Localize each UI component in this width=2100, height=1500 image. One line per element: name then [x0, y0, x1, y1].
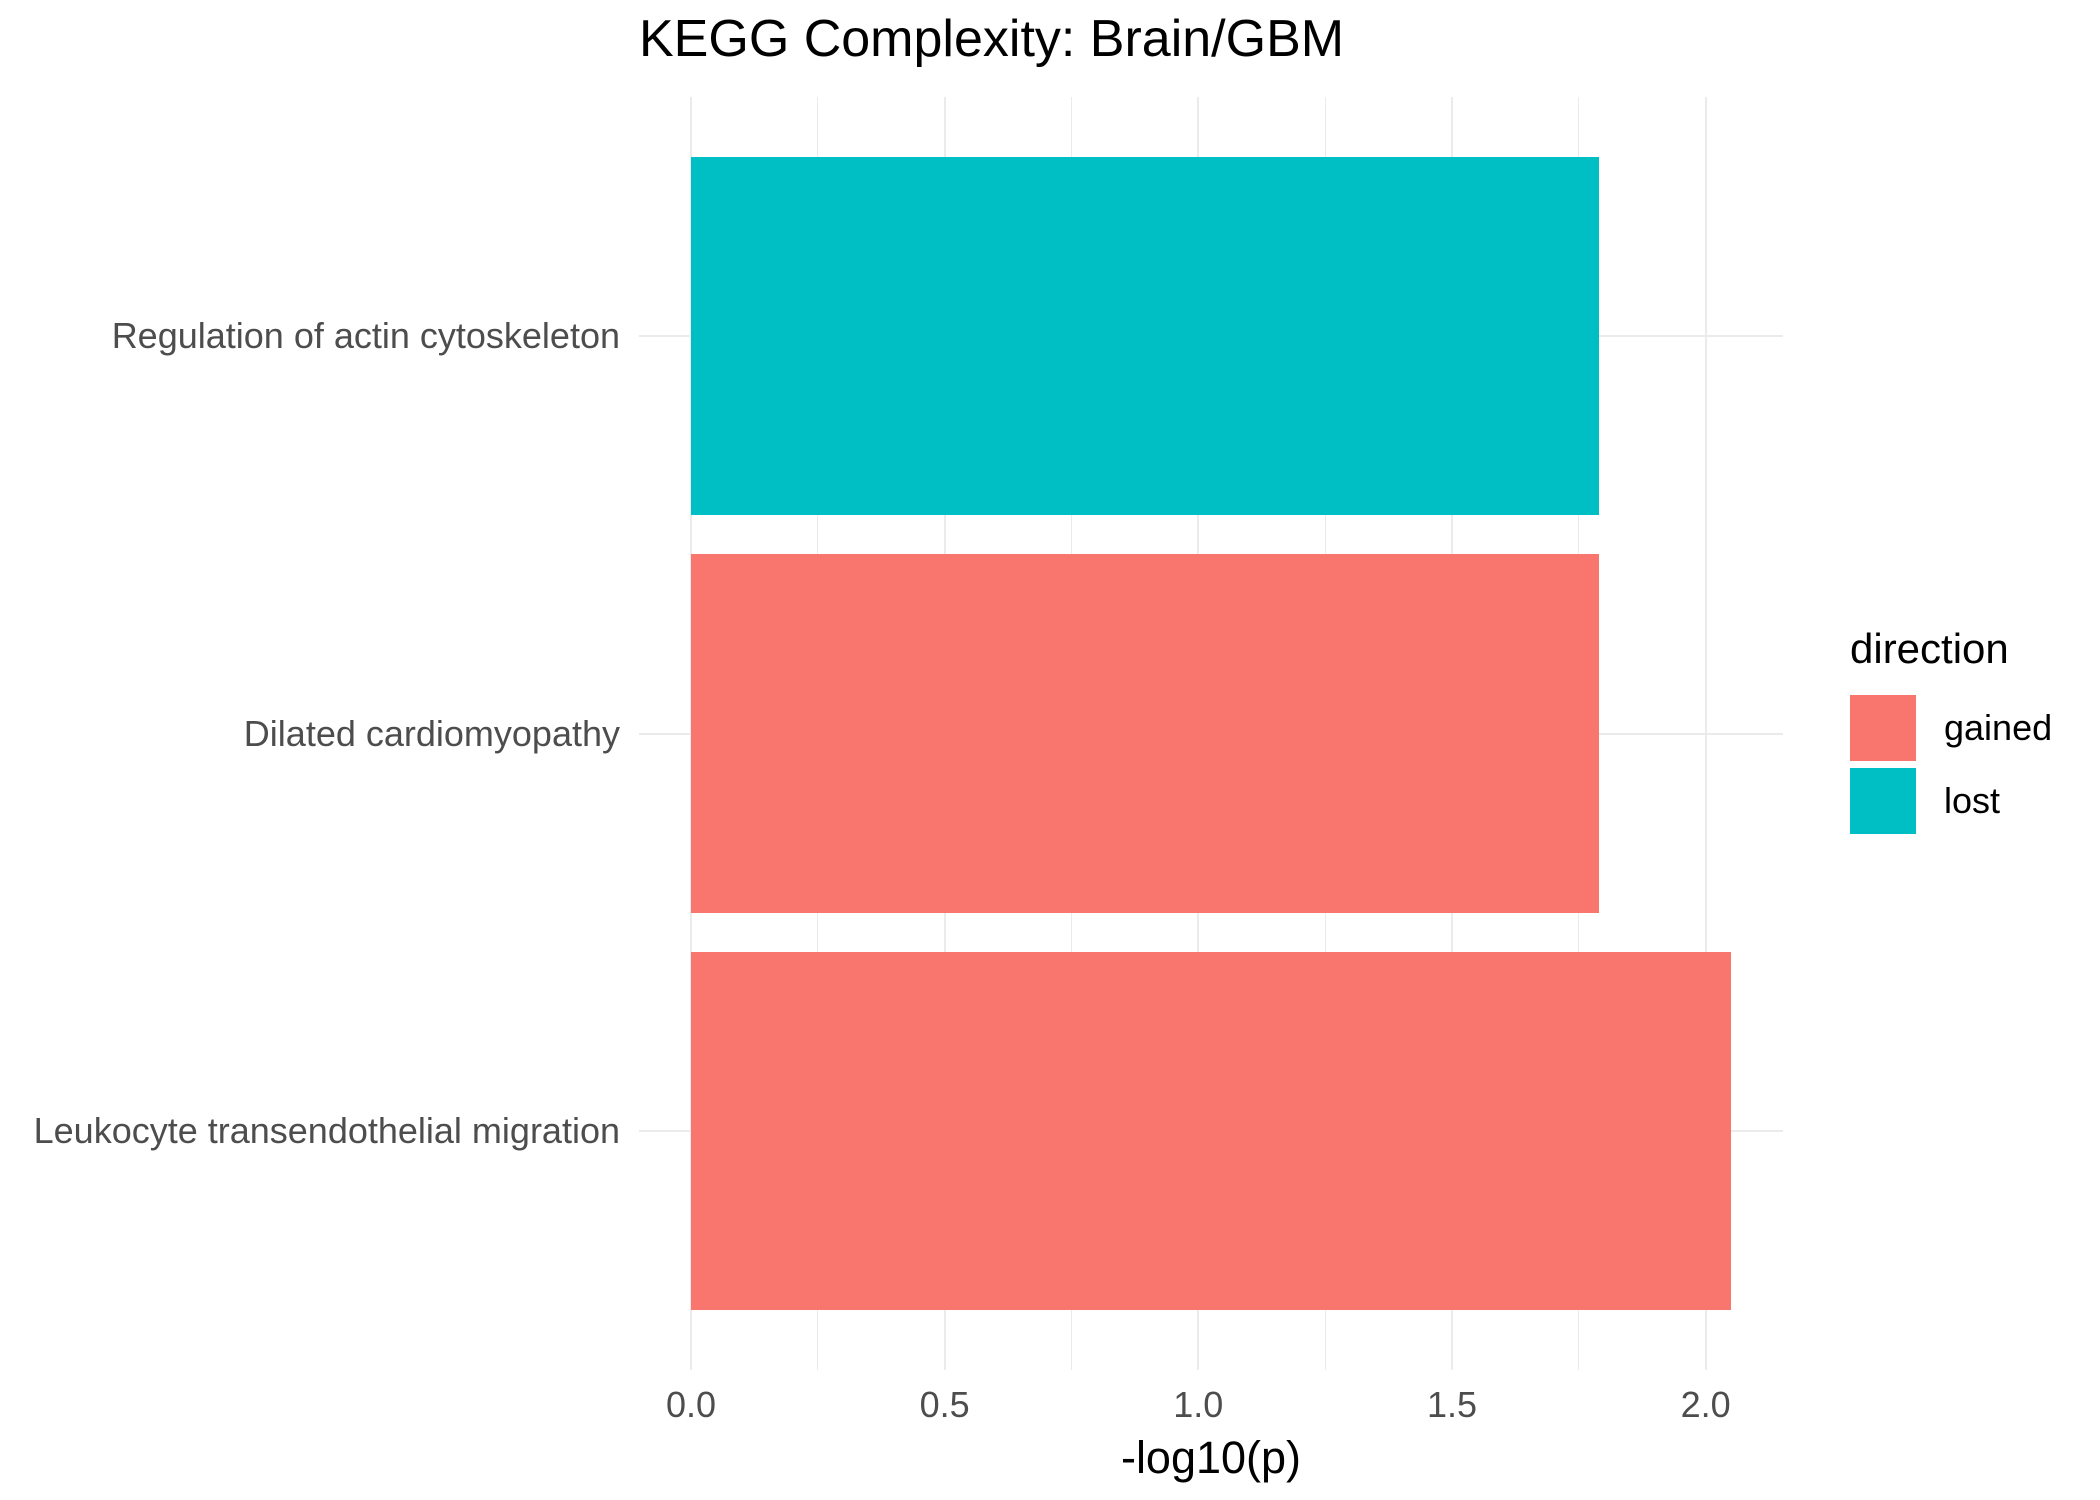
- legend: direction gained lost: [1850, 625, 2052, 834]
- x-tick-label-0.0: 0.0: [665, 1384, 717, 1425]
- legend-label-gained: gained: [1944, 707, 2053, 748]
- legend-key-gained: [1850, 695, 1916, 761]
- legend-key-lost: [1850, 768, 1916, 834]
- y-axis-label-2: Dilated cardiomyopathy: [243, 712, 620, 754]
- bar-1: [691, 156, 1600, 515]
- legend-items: gained lost: [1850, 695, 2052, 834]
- bar-2: [691, 554, 1600, 913]
- y-axis-label-3: Leukocyte transendothelial migration: [33, 1110, 620, 1152]
- x-tick-label-0.5: 0.5: [919, 1384, 970, 1425]
- legend-item-lost: lost: [1850, 768, 2052, 834]
- chart-title: KEGG Complexity: Brain/GBM: [639, 10, 1345, 68]
- x-tick-label-1.0: 1.0: [1173, 1384, 1224, 1425]
- x-axis-tick-labels: 0.0 0.5 1.0 1.5 2.0: [639, 1384, 1783, 1430]
- legend-title: direction: [1850, 625, 2009, 672]
- legend-label-lost: lost: [1944, 780, 2001, 821]
- x-tick-label-2.0: 2.0: [1680, 1384, 1731, 1425]
- x-axis-title: -log10(p): [1120, 1432, 1302, 1483]
- plot-panel: [639, 97, 1783, 1370]
- y-axis-category-labels: Regulation of actin cytoskeleton Dilated …: [0, 97, 620, 1370]
- legend-item-gained: gained: [1850, 695, 2052, 761]
- bar-3: [691, 952, 1731, 1311]
- x-tick-label-1.5: 1.5: [1426, 1384, 1477, 1425]
- y-axis-label-1: Regulation of actin cytoskeleton: [111, 314, 620, 356]
